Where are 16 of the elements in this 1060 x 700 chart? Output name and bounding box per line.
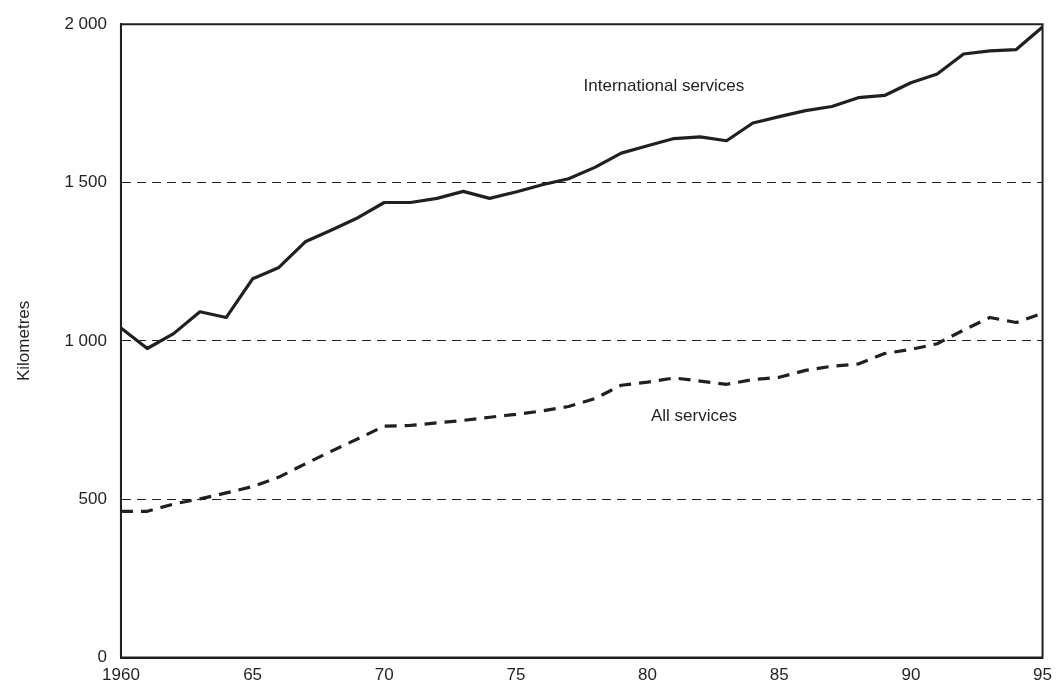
x-tick-label: 75	[506, 665, 526, 685]
x-tick-label: 70	[374, 665, 394, 685]
series-label: All services	[650, 405, 737, 425]
x-tick-label: 1960	[102, 665, 140, 685]
x-tick-label: 95	[1033, 665, 1053, 685]
y-tick-label: 500	[78, 488, 107, 508]
x-tick-label: 85	[769, 665, 789, 685]
y-axis-title: Kilometres	[13, 300, 33, 382]
x-tick-label: 90	[901, 665, 921, 685]
y-tick-label: 1 000	[64, 330, 107, 350]
y-tick-label: 1 500	[64, 172, 107, 192]
y-tick-label: 0	[97, 647, 107, 667]
x-tick-label: 80	[638, 665, 658, 685]
series-label: International services	[583, 76, 745, 96]
x-tick-label: 65	[243, 665, 263, 685]
y-tick-label: 2 000	[64, 13, 107, 33]
